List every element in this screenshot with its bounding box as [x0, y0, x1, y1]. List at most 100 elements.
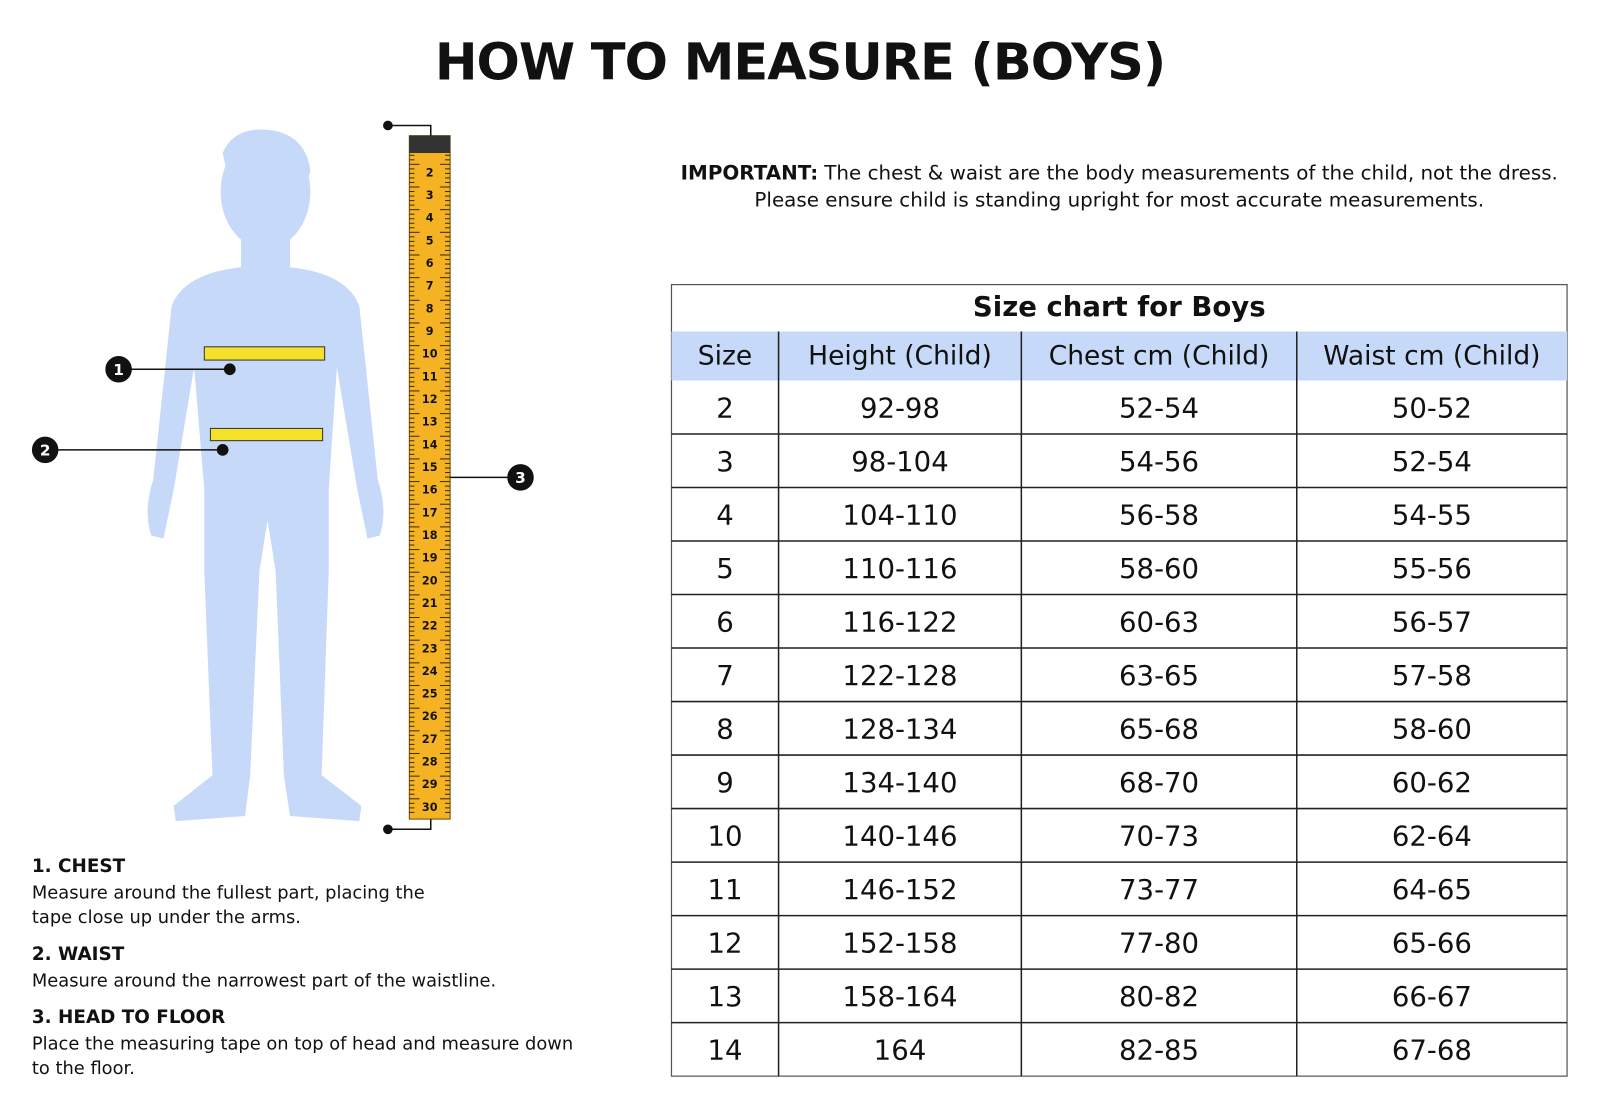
- table-cell: 82-85: [1119, 1034, 1199, 1066]
- table-cell: 12: [708, 927, 743, 959]
- table-cell: 50-52: [1392, 392, 1472, 424]
- table-cell: 65-68: [1119, 713, 1199, 745]
- table-cell: 6: [716, 606, 734, 638]
- instruction-heading: 1. CHEST: [32, 856, 126, 877]
- instruction-heading: 3. HEAD TO FLOOR: [32, 1007, 225, 1028]
- table-cell: 110-116: [842, 553, 957, 585]
- header-row: [671, 331, 1568, 381]
- marker-number: 1: [113, 361, 124, 379]
- table-cell: 65-66: [1392, 927, 1472, 959]
- table-cell: 58-60: [1119, 553, 1199, 585]
- tape-number: 24: [422, 665, 438, 678]
- table-cell: 73-77: [1119, 874, 1199, 906]
- table-cell: 62-64: [1392, 820, 1472, 852]
- table-border: [670, 283, 1568, 1077]
- important-note: IMPORTANT: The chest & waist are the body…: [681, 161, 1558, 184]
- table-cell: 80-82: [1119, 981, 1199, 1013]
- marker-number: 3: [515, 469, 526, 487]
- tape-number: 6: [426, 257, 434, 270]
- table-cell: 52-54: [1119, 392, 1199, 424]
- table-cell: 92-98: [860, 392, 940, 424]
- table-cell: 60-63: [1119, 606, 1199, 638]
- table-cell: 146-152: [842, 874, 957, 906]
- table-cell: 68-70: [1119, 767, 1199, 799]
- table-cell: 56-57: [1392, 606, 1472, 638]
- table-cell: 134-140: [842, 767, 957, 799]
- table-cell: 4: [716, 499, 734, 531]
- page-title: HOW TO MEASURE (BOYS): [435, 33, 1165, 92]
- tape-cap: [409, 135, 451, 154]
- table-cell: 2: [716, 392, 734, 424]
- table-cell: 55-56: [1392, 553, 1472, 585]
- table-cell: 158-164: [842, 981, 957, 1013]
- tape-number: 10: [422, 348, 438, 361]
- tape-number: 23: [422, 642, 438, 655]
- tape-number: 15: [422, 461, 438, 474]
- table-cell: 54-56: [1119, 446, 1199, 478]
- table-cell: 58-60: [1392, 713, 1472, 745]
- tape-number: 14: [422, 438, 438, 451]
- table-cell: 60-62: [1392, 767, 1472, 799]
- important-text: The chest & waist are the body measureme…: [823, 161, 1558, 184]
- tape-number: 26: [422, 710, 438, 723]
- tape-number: 11: [422, 370, 438, 383]
- tape-number: 16: [422, 484, 438, 497]
- tape-number: 27: [422, 733, 438, 746]
- tape-number: 30: [422, 801, 438, 814]
- tape-number: 21: [422, 597, 438, 610]
- table-cell: 5: [716, 553, 734, 585]
- table-cell: 164: [874, 1034, 927, 1066]
- tape-number: 2: [426, 166, 434, 179]
- chest-tape: [203, 346, 326, 361]
- measuring-tape: [408, 135, 451, 820]
- boy-silhouette: [147, 129, 384, 822]
- important-text: Please ensure child is standing upright …: [754, 188, 1484, 211]
- table-cell: 3: [716, 446, 734, 478]
- column-header: Waist cm (Child): [1323, 341, 1540, 372]
- marker-circles: [31, 355, 534, 491]
- table-cell: 14: [708, 1034, 743, 1066]
- tape-number: 4: [426, 212, 434, 225]
- tape-number: 29: [422, 778, 438, 791]
- instruction-text: Measure around the fullest part, placing…: [32, 883, 425, 904]
- tape-number: 28: [422, 756, 438, 769]
- tape-number: 8: [426, 302, 434, 315]
- leader-lines: [45, 120, 521, 835]
- column-header: Size: [698, 341, 752, 372]
- tape-number: 9: [426, 325, 434, 338]
- table-cell: 54-55: [1392, 499, 1472, 531]
- table-cell: 104-110: [842, 499, 957, 531]
- size-table: Size chart for Boys Size Height (Child) Che…: [670, 283, 1568, 1077]
- instruction-text: Measure around the narrowest part of the…: [32, 970, 496, 991]
- tape-number: 18: [422, 529, 438, 542]
- tape-number: 19: [422, 552, 438, 565]
- table-cell: 152-158: [842, 927, 957, 959]
- waist-tape: [209, 427, 324, 442]
- table-cell: 52-54: [1392, 446, 1472, 478]
- tape-number: 5: [426, 234, 434, 247]
- instruction-heading: 2. WAIST: [32, 944, 125, 965]
- tape-number: 7: [426, 280, 434, 293]
- table-cell: 8: [716, 713, 734, 745]
- table-cell: 66-67: [1392, 981, 1472, 1013]
- tape-number: 20: [422, 574, 438, 587]
- instruction-text: to the floor.: [32, 1058, 135, 1079]
- table-cell: 128-134: [842, 713, 957, 745]
- tape-ticks: [409, 154, 451, 813]
- table-cell: 116-122: [842, 606, 957, 638]
- instruction-text: tape close up under the arms.: [32, 907, 301, 928]
- column-header: Height (Child): [808, 341, 992, 372]
- table-cell: 77-80: [1119, 927, 1199, 959]
- table-cell: 140-146: [842, 820, 957, 852]
- tape-number: 22: [422, 620, 438, 633]
- marker-number: 2: [40, 441, 51, 459]
- table-cell: 11: [708, 874, 743, 906]
- instruction-text: Place the measuring tape on top of head …: [32, 1034, 573, 1055]
- tape-number: 25: [422, 688, 438, 701]
- tape-number: 17: [422, 506, 438, 519]
- table-cell: 98-104: [851, 446, 949, 478]
- tape-number: 13: [422, 416, 438, 429]
- table-cell: 70-73: [1119, 820, 1199, 852]
